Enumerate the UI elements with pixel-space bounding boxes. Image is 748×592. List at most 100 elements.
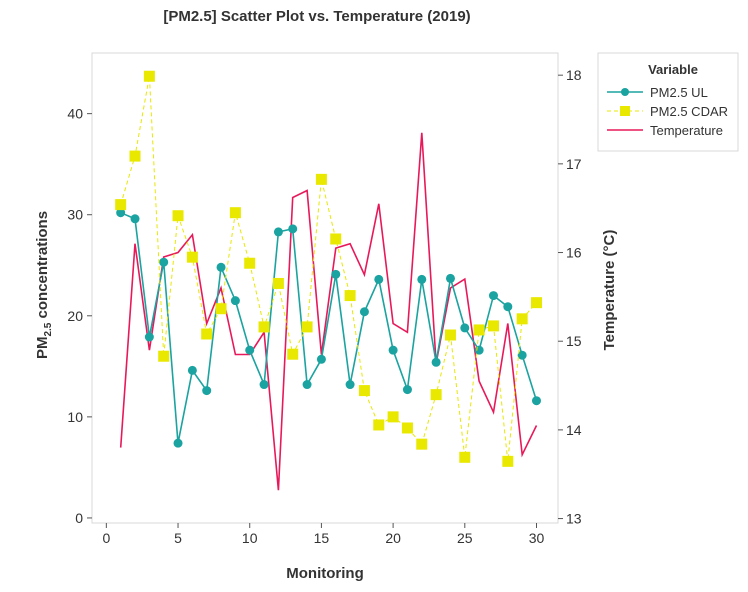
y-axis-left: 0 10 20 30 40	[67, 106, 92, 526]
data-point	[473, 324, 485, 336]
data-point	[359, 307, 369, 317]
data-point	[345, 380, 355, 390]
series-pm2-5-cdar	[115, 70, 542, 467]
data-point	[502, 455, 514, 467]
data-point	[272, 277, 284, 289]
data-point	[517, 350, 527, 360]
data-point	[402, 385, 412, 395]
data-point	[229, 207, 241, 219]
data-point	[530, 297, 542, 309]
data-point	[258, 321, 270, 333]
series-line	[119, 132, 538, 491]
y-tick-label: 0	[75, 510, 83, 526]
series-line	[120, 76, 537, 462]
plot-frame	[91, 52, 559, 524]
x-axis: 0 5 10 15 20 25 30	[102, 523, 544, 546]
series-layer	[115, 70, 542, 491]
data-point	[202, 386, 212, 396]
x-tick-label: 15	[314, 530, 330, 546]
y2-tick-label: 17	[566, 156, 582, 172]
x-tick-label: 30	[529, 530, 545, 546]
legend-item: PM2.5 UL	[607, 85, 708, 100]
y-axis-title: PM2.5 concentrations	[34, 211, 54, 359]
y2-tick-label: 16	[566, 245, 582, 261]
x-tick-label: 20	[385, 530, 401, 546]
y-tick-label: 30	[67, 207, 83, 223]
legend-swatch-marker	[620, 106, 630, 116]
legend-frame	[597, 52, 739, 152]
data-point	[244, 257, 256, 269]
data-point	[115, 199, 127, 211]
data-point	[216, 262, 226, 272]
data-point	[159, 257, 169, 267]
data-point	[445, 273, 455, 283]
data-point	[287, 348, 299, 360]
data-point	[129, 150, 141, 162]
y2-tick-label: 18	[566, 67, 582, 83]
y2-tick-label: 14	[566, 422, 582, 438]
data-point	[172, 210, 184, 222]
data-point	[144, 332, 154, 342]
y-axis-title-main: PM	[34, 337, 51, 360]
data-point	[488, 291, 498, 301]
data-point	[417, 274, 427, 284]
data-point	[344, 290, 356, 302]
data-point	[374, 274, 384, 284]
x-axis-title: Monitoring	[286, 565, 363, 582]
data-point	[474, 345, 484, 355]
data-point	[273, 227, 283, 237]
data-point	[130, 214, 140, 224]
legend-items: PM2.5 UL PM2.5 CDAR Temperature	[607, 85, 728, 138]
legend-label: PM2.5 CDAR	[650, 104, 728, 119]
data-point	[186, 251, 198, 263]
data-point	[487, 320, 499, 332]
data-point	[143, 70, 155, 82]
x-tick-label: 10	[242, 530, 258, 546]
data-point	[444, 329, 456, 341]
data-point	[373, 419, 385, 431]
y-tick-label: 10	[67, 409, 83, 425]
data-point	[215, 303, 227, 315]
y2-tick-label: 15	[566, 333, 582, 349]
data-point	[259, 380, 269, 390]
y-tick-label: 20	[67, 308, 83, 324]
data-point	[388, 345, 398, 355]
legend-label: Temperature	[650, 123, 723, 138]
x-tick-label: 5	[174, 530, 182, 546]
x-tick-label: 0	[102, 530, 110, 546]
data-point	[302, 380, 312, 390]
data-point	[230, 296, 240, 306]
legend-item: Temperature	[607, 123, 723, 138]
legend-label: PM2.5 UL	[650, 85, 708, 100]
data-point	[460, 323, 470, 333]
data-point	[187, 365, 197, 375]
data-point	[401, 422, 413, 434]
legend-title: Variable	[648, 62, 698, 77]
y-axis-title-sub: 2.5	[43, 322, 54, 336]
data-point	[387, 411, 399, 423]
y-tick-label: 40	[67, 106, 83, 122]
data-point	[301, 321, 313, 333]
data-point	[245, 345, 255, 355]
data-point	[431, 357, 441, 367]
legend-item: PM2.5 CDAR	[607, 104, 728, 119]
y-axis-right: 13 14 15 16 17 18	[558, 67, 582, 527]
legend: Variable PM2.5 UL PM2.5 CDAR Temperature	[597, 52, 739, 152]
data-point	[288, 224, 298, 234]
data-point	[158, 350, 170, 362]
data-point	[416, 438, 428, 450]
data-point	[459, 451, 471, 463]
data-point	[315, 173, 327, 185]
data-point	[330, 233, 342, 245]
data-point	[331, 269, 341, 279]
data-point	[531, 396, 541, 406]
data-point	[516, 313, 528, 325]
data-point	[316, 354, 326, 364]
data-point	[116, 208, 126, 218]
data-point	[503, 302, 513, 312]
series-pm2-5-ul	[116, 208, 541, 448]
data-point	[358, 385, 370, 397]
y2-tick-label: 13	[566, 511, 582, 527]
data-point	[173, 438, 183, 448]
